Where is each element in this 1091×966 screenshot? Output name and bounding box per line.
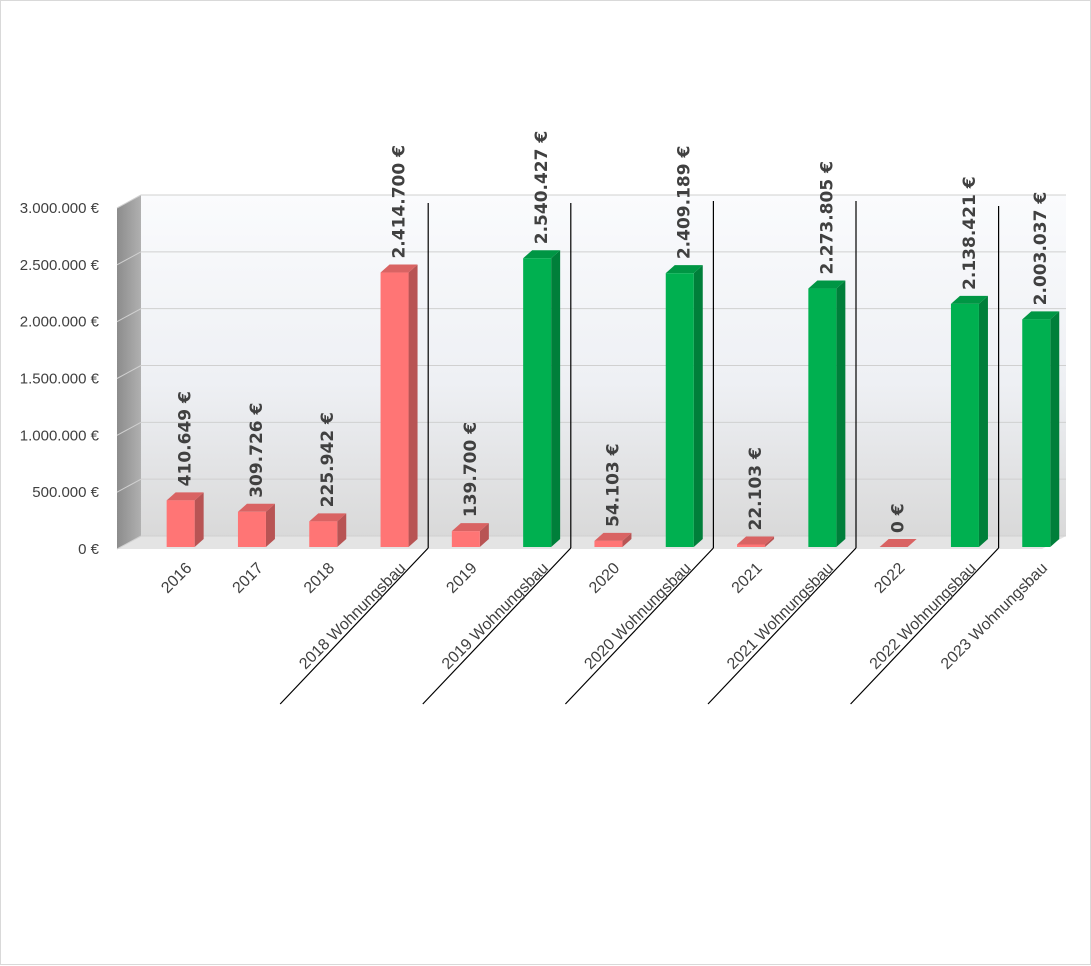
bar-top xyxy=(523,250,561,259)
data-label: 2.003.037 € xyxy=(1031,192,1051,305)
bar-top xyxy=(380,264,418,273)
bar xyxy=(594,532,632,547)
x-tick-label: 2018 xyxy=(301,560,338,597)
data-label: 22.103 € xyxy=(746,447,766,530)
bar-side xyxy=(551,250,561,547)
bar xyxy=(237,503,275,547)
bar-side xyxy=(693,265,703,547)
bar-side xyxy=(479,523,489,547)
x-tick-label: 2019 xyxy=(443,560,480,597)
bar-front xyxy=(523,258,552,547)
data-label: 0 € xyxy=(889,503,909,533)
data-label: 2.138.421 € xyxy=(960,176,980,289)
bar-top xyxy=(309,513,347,522)
bar-front xyxy=(665,273,694,547)
bar-front xyxy=(1022,319,1051,547)
bar-side xyxy=(337,513,347,547)
gridline-side xyxy=(116,194,142,209)
gridline-side xyxy=(116,251,142,266)
bar-front xyxy=(380,272,409,547)
bar-top xyxy=(594,532,632,541)
y-tick-label: 0 € xyxy=(78,541,100,558)
bar xyxy=(665,265,703,547)
bar-top xyxy=(451,523,489,532)
bar xyxy=(451,523,489,547)
data-label: 2.540.427 € xyxy=(532,131,552,244)
bar xyxy=(1022,311,1060,547)
gridline-side xyxy=(116,365,142,379)
bar xyxy=(808,280,846,547)
bar-top xyxy=(665,265,703,274)
bar-front xyxy=(594,540,623,547)
y-tick-label: 2.000.000 € xyxy=(20,314,100,331)
data-label: 309.726 € xyxy=(247,403,267,498)
data-label: 2.414.700 € xyxy=(390,145,410,258)
bar-side xyxy=(408,264,418,547)
bar-front xyxy=(808,288,837,547)
gridline-side xyxy=(116,535,142,550)
bar-front xyxy=(451,531,480,547)
divider-diagonal xyxy=(422,547,572,705)
bar-front xyxy=(309,521,338,547)
bar xyxy=(380,264,418,547)
x-tick-label: 2016 xyxy=(158,560,195,597)
divider-diagonal xyxy=(279,547,429,705)
bars xyxy=(166,250,1060,547)
divider-diagonal xyxy=(707,547,857,705)
bar-top xyxy=(1022,311,1060,320)
data-label: 54.103 € xyxy=(603,443,623,526)
bar xyxy=(879,539,917,547)
bar xyxy=(166,492,204,547)
gridline-side xyxy=(116,308,142,323)
gridline-side xyxy=(116,421,142,436)
bar-side xyxy=(836,280,846,547)
x-tick-label: 2022 xyxy=(871,560,908,597)
x-tick-label: 2017 xyxy=(230,560,267,597)
group-dividers xyxy=(279,201,1000,705)
bar-front xyxy=(950,303,979,547)
y-tick-label: 500.000 € xyxy=(32,484,99,501)
bar-side xyxy=(194,492,204,547)
y-tick-label: 3.000.000 € xyxy=(20,200,100,217)
bar xyxy=(737,536,775,547)
bar-front xyxy=(237,511,266,547)
divider-diagonal xyxy=(850,547,1000,705)
data-label: 2.273.805 € xyxy=(817,161,837,274)
gridline-side xyxy=(116,478,142,493)
bar-side xyxy=(978,295,988,547)
bar xyxy=(309,513,347,547)
bar-top xyxy=(808,280,846,289)
y-tick-label: 2.500.000 € xyxy=(20,257,100,274)
bar-side xyxy=(765,536,775,547)
data-label: 410.649 € xyxy=(176,391,196,486)
data-label: 225.942 € xyxy=(318,412,338,507)
x-tick-label: 2020 xyxy=(586,560,623,597)
bar-top xyxy=(166,492,204,501)
bar-front xyxy=(737,544,766,547)
bar-side xyxy=(265,503,275,547)
y-tick-label: 1.500.000 € xyxy=(20,371,100,388)
bar-front xyxy=(166,500,195,547)
bar-top xyxy=(879,539,917,547)
y-tick-label: 1.000.000 € xyxy=(20,427,100,444)
bar-side xyxy=(622,532,632,547)
bar xyxy=(523,250,561,547)
x-tick-label: 2021 xyxy=(729,560,766,597)
bar-top xyxy=(237,503,275,512)
data-label: 2.409.189 € xyxy=(675,146,695,259)
divider-diagonal xyxy=(564,547,714,705)
data-label: 139.700 € xyxy=(461,422,481,517)
bar-side xyxy=(1050,311,1060,547)
bar xyxy=(950,295,988,547)
bar-top xyxy=(737,536,775,545)
y-axis: 0 € 500.000 € 1.000.000 € 1.500.000 € 2.000.… xyxy=(20,200,100,558)
bar-top xyxy=(950,295,988,304)
gridlines xyxy=(116,194,1066,550)
data-labels: 410.649 € 309.726 € 225.942 € 2.414.700 € 13… xyxy=(176,131,1052,533)
